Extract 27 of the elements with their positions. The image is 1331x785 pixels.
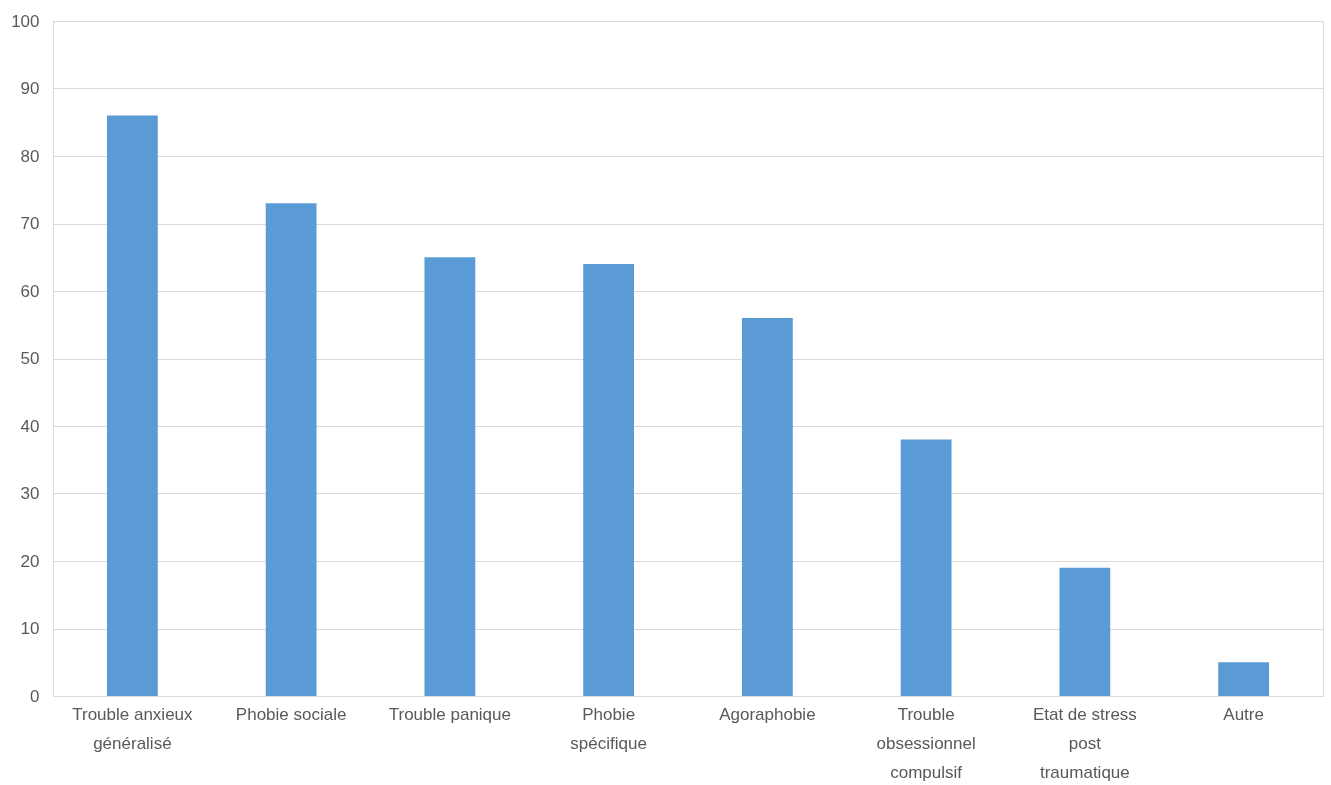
x-tick-label: Autre (1223, 704, 1264, 724)
y-tick-label: 20 (20, 551, 40, 571)
bar (1218, 662, 1270, 696)
y-tick-label: 10 (20, 619, 40, 638)
y-tick-label: 90 (20, 79, 40, 98)
y-tick-label: 70 (20, 214, 40, 233)
x-tick-label: Phobie spécifique (570, 704, 647, 753)
x-tick-label: Trouble anxieux généralisé (72, 704, 194, 753)
y-tick-label: 0 (30, 686, 40, 706)
bar (1059, 567, 1111, 696)
y-tick-label: 100 (11, 11, 40, 31)
bar (583, 264, 635, 696)
x-tick-label: Trouble panique (388, 704, 511, 724)
bar (265, 203, 317, 696)
y-tick-label: 50 (20, 349, 40, 368)
y-tick-label: 80 (20, 146, 40, 166)
bar (424, 257, 476, 696)
y-tick-label: 40 (20, 416, 40, 436)
x-tick-label: Trouble obsessionnel compulsif (876, 704, 976, 782)
x-tick-label: Agoraphobie (719, 704, 816, 724)
x-tick-label: Phobie sociale (235, 704, 347, 724)
bar (900, 439, 952, 696)
y-tick-label: 60 (20, 281, 40, 301)
bar (106, 115, 158, 696)
x-tick-label: Etat de stress post traumatique (1032, 704, 1137, 782)
y-tick-label: 30 (20, 484, 40, 503)
bar (741, 318, 793, 696)
